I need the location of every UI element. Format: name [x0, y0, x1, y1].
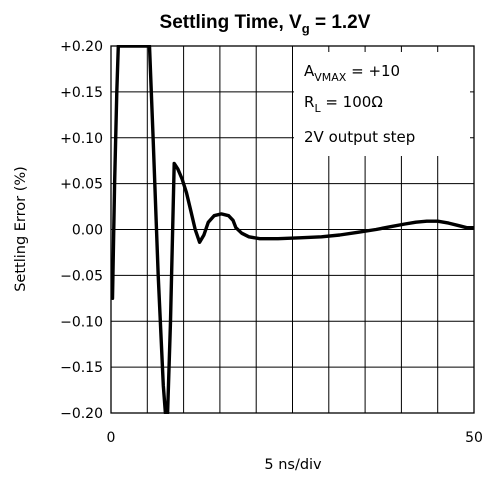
annotation-line: 2V output step [304, 128, 415, 146]
chart-title: Settling Time, Vg = 1.2V [160, 12, 371, 36]
x-tick-label: 50 [465, 430, 483, 446]
annotation-main: A [304, 62, 315, 80]
annotation-main: 2V output step [304, 128, 415, 146]
chart-title-main: Settling Time, V [160, 12, 303, 33]
series-line [111, 45, 474, 414]
annotation-box [294, 52, 470, 156]
y-tick-label: −0.20 [60, 406, 103, 422]
annotation-rest: = 100Ω [321, 93, 383, 111]
y-tick-label: +0.20 [60, 39, 103, 55]
y-tick-label: −0.10 [60, 314, 103, 330]
plot-frame [110, 45, 475, 414]
y-tick-label: +0.15 [60, 85, 103, 101]
y-tick-label: −0.15 [60, 360, 103, 376]
y-tick-label: −0.05 [60, 268, 103, 284]
x-axis-label: 5 ns/div [264, 457, 322, 473]
y-tick-labels: +0.20 +0.15 +0.10 +0.05 0.00 −0.05 −0.10 −0.15 −… [60, 39, 103, 422]
chart-title-subscript: g [302, 21, 310, 36]
annotation-subscript: L [314, 102, 321, 115]
annotation-rest: = +10 [346, 62, 400, 80]
annotation-line: AVMAX = +10 [304, 62, 400, 84]
y-tick-label: +0.05 [60, 177, 103, 193]
annotation-text: AVMAX = +10 RL = 100Ω 2V output step [304, 62, 415, 146]
x-tick-labels: 0 50 [107, 430, 483, 446]
x-tick-label: 0 [107, 430, 116, 446]
y-tick-label: +0.10 [60, 131, 103, 147]
y-axis-label: Settling Error (%) [13, 166, 29, 292]
annotation-line: RL = 100Ω [304, 93, 383, 115]
annotation-subscript: VMAX [314, 71, 347, 84]
chart-title-rest: = 1.2V [310, 12, 371, 33]
annotation-main: R [304, 93, 314, 111]
y-tick-label: 0.00 [72, 223, 103, 239]
